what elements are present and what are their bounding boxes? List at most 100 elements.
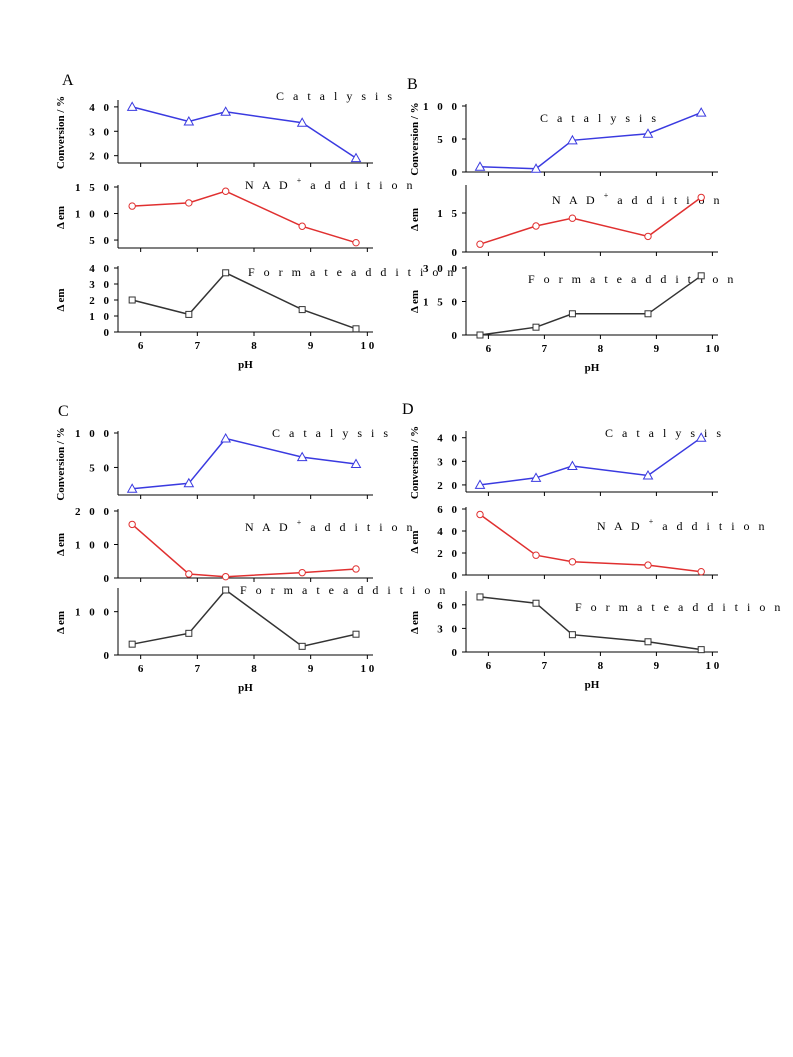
x-tick-label: 1 0 (360, 340, 374, 352)
data-point (126, 101, 138, 111)
y-tick-label: 3 0 (89, 279, 112, 291)
data-point (128, 640, 136, 648)
y-tick-label: 3 0 (89, 126, 112, 138)
subplot-annotation: C a t a l y s i s (276, 89, 395, 103)
data-point (568, 558, 577, 566)
x-tick-label: 1 0 (706, 343, 720, 355)
data-point (476, 593, 484, 601)
subplot-annotation: N A D + a d d i t i o n (245, 176, 416, 192)
y-tick-label: 0 (452, 647, 461, 659)
series-line (132, 588, 357, 648)
data-point (220, 106, 232, 116)
x-tick-label: 9 (654, 660, 660, 672)
y-axis-label: Δ em (55, 611, 67, 634)
x-axis-label: pH (585, 679, 600, 691)
data-point (697, 272, 705, 280)
data-point (222, 586, 230, 594)
data-point (532, 599, 540, 607)
subplot-3: 0 3 0 6 0 Δ em F o r m a t e a d d i t i o n… (409, 591, 780, 691)
y-axis-label: Conversion / % (409, 102, 421, 175)
data-point (532, 323, 540, 331)
panel-label: A (62, 72, 74, 89)
y-tick-label: 5 0 (89, 462, 112, 474)
subplot-annotation: C a t a l y s i s (540, 111, 659, 125)
y-axis-label: Conversion / % (55, 96, 67, 169)
data-point (568, 631, 576, 639)
data-point (352, 565, 360, 573)
data-point (352, 630, 360, 638)
x-tick-label: 1 0 (706, 660, 720, 672)
subplot-1: 5 0 1 0 0 Conversion / % C a t a l y s i s (55, 426, 388, 501)
y-tick-label: 4 0 (437, 526, 460, 538)
y-axis-label: Δ em (55, 533, 67, 556)
y-tick-label: 2 0 (89, 295, 112, 307)
data-point (642, 469, 654, 480)
subplot-3: 0 1 0 0 Δ em F o r m a t e a d d i t i o n 6… (55, 583, 448, 694)
y-axis-label: Conversion / % (409, 426, 421, 499)
y-tick-label: 1 0 0 (75, 209, 112, 221)
data-point (220, 432, 232, 443)
subplot-annotation: F o r m a t e a d d i t i o n (240, 583, 448, 597)
data-point (474, 479, 486, 489)
subplot-3: 0 1 5 0 3 0 0 Δ em F o r m a t e a d d i t i… (409, 263, 733, 374)
data-point (644, 310, 652, 318)
x-tick-label: 9 (308, 340, 314, 352)
data-point (567, 460, 578, 471)
x-axis-label: pH (238, 359, 253, 371)
data-point (185, 629, 193, 637)
subplot-2: 0 2 0 4 0 6 0 Δ em N A D + a d d i t i o n (409, 504, 768, 582)
y-axis-label: Δ em (55, 206, 67, 229)
y-tick-label: 1 0 0 (75, 607, 112, 619)
x-axis-label: pH (585, 362, 600, 374)
data-point (476, 331, 484, 339)
y-axis-label: Conversion / % (55, 427, 67, 500)
y-tick-label: 4 0 (89, 102, 112, 114)
subplot-annotation: C a t a l y s i s (605, 426, 724, 440)
y-tick-label: 4 0 (437, 433, 460, 445)
x-tick-label: 8 (251, 663, 257, 675)
data-point (532, 551, 540, 559)
x-tick-label: 7 (542, 660, 548, 672)
data-point (183, 116, 195, 126)
data-point (695, 107, 707, 117)
subplot-1: 2 0 3 0 4 0 Conversion / % C a t a l y s i s (409, 426, 724, 499)
y-tick-label: 6 0 (437, 600, 460, 612)
subplot-annotation: F o r m a t e a d d i t i o n (248, 265, 456, 279)
data-point (476, 240, 484, 248)
x-tick-label: 9 (308, 663, 314, 675)
data-point (298, 568, 306, 577)
data-point (567, 134, 578, 145)
subplot-1: 2 0 3 0 4 0 Conversion / % C a t a l y s i s (55, 89, 395, 169)
data-point (697, 646, 705, 654)
y-tick-label: 0 (104, 650, 113, 662)
data-point (221, 187, 230, 195)
panel-D: D 2 0 3 0 4 0 Conversion / % C a t a l y s i … (402, 401, 780, 691)
y-tick-label: 1 0 0 (75, 428, 112, 440)
x-tick-label: 7 (542, 343, 548, 355)
panel-A: A 2 0 3 0 4 0 Conversion / % C a t a l y s i … (55, 72, 456, 371)
data-point (221, 572, 230, 581)
data-point (644, 561, 652, 569)
data-point (644, 232, 652, 241)
y-tick-label: 3 0 (437, 623, 460, 635)
data-point (185, 570, 193, 578)
subplot-annotation: N A D + a d d i t i o n (597, 517, 768, 533)
data-point (128, 520, 136, 529)
series-line (132, 271, 357, 330)
data-point (476, 510, 484, 519)
series-line (132, 106, 357, 159)
data-point (530, 163, 542, 173)
data-point (126, 483, 138, 493)
data-point (298, 642, 306, 650)
data-point (474, 161, 486, 171)
y-axis-label: Δ em (409, 290, 421, 313)
series-line (132, 437, 357, 490)
y-tick-label: 1 0 0 (75, 540, 112, 552)
y-axis-label: Δ em (409, 530, 421, 553)
data-point (644, 638, 652, 646)
x-tick-label: 8 (251, 340, 257, 352)
x-tick-label: 8 (598, 343, 604, 355)
x-tick-label: 8 (598, 660, 604, 672)
